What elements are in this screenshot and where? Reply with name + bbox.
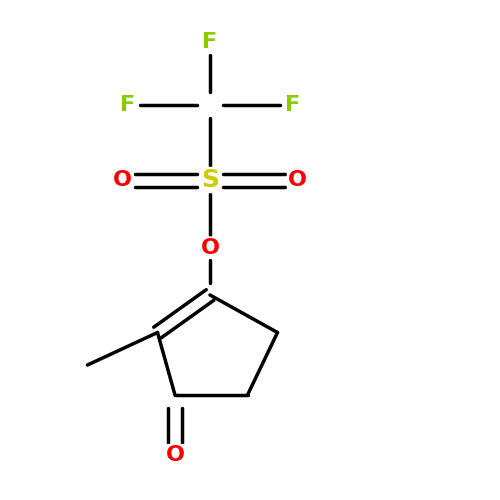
Text: F: F — [285, 95, 300, 115]
Text: O: O — [200, 238, 220, 258]
Text: O: O — [113, 170, 132, 190]
Text: S: S — [201, 168, 219, 192]
Text: F: F — [202, 32, 218, 52]
Text: O: O — [166, 445, 184, 465]
Text: F: F — [120, 95, 135, 115]
Text: O: O — [288, 170, 307, 190]
